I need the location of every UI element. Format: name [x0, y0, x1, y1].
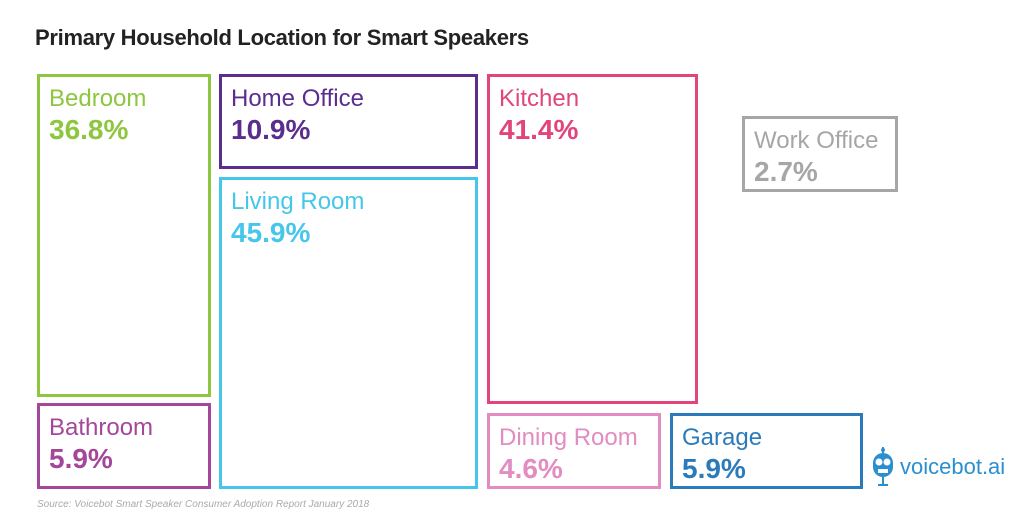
box-dining-room: Dining Room 4.6%: [487, 413, 661, 489]
box-label: Bedroom: [49, 85, 147, 112]
box-value: 5.9%: [49, 443, 113, 474]
box-label: Work Office: [754, 127, 879, 154]
box-value: 36.8%: [49, 114, 129, 145]
box-label: Kitchen: [499, 85, 580, 112]
box-value: 4.6%: [499, 453, 563, 484]
box-value: 2.7%: [754, 156, 818, 187]
box-value: 41.4%: [499, 114, 579, 145]
box-bathroom: Bathroom 5.9%: [37, 403, 211, 489]
box-value: 5.9%: [682, 453, 746, 484]
box-value: 10.9%: [231, 114, 311, 145]
source-note: Source: Voicebot Smart Speaker Consumer …: [37, 499, 370, 510]
chart-title: Primary Household Location for Smart Spe…: [35, 25, 529, 50]
box-kitchen: Kitchen 41.4%: [487, 74, 698, 404]
logo-text: voicebot.ai: [900, 454, 1006, 479]
box-value: 45.9%: [231, 217, 311, 248]
box-living-room: Living Room 45.9%: [219, 177, 478, 489]
box-label: Home Office: [231, 85, 364, 112]
box-label: Bathroom: [49, 414, 154, 441]
box-home-office: Home Office 10.9%: [219, 74, 478, 169]
box-label: Garage: [682, 424, 763, 451]
box-label: Living Room: [231, 188, 365, 215]
box-garage: Garage 5.9%: [670, 413, 863, 489]
box-work-office: Work Office 2.7%: [742, 116, 898, 192]
box-bedroom: Bedroom 36.8%: [37, 74, 211, 397]
voicebot-logo: voicebot.ai: [870, 447, 1005, 487]
robot-mic-icon: [873, 447, 893, 486]
box-label: Dining Room: [499, 424, 638, 451]
